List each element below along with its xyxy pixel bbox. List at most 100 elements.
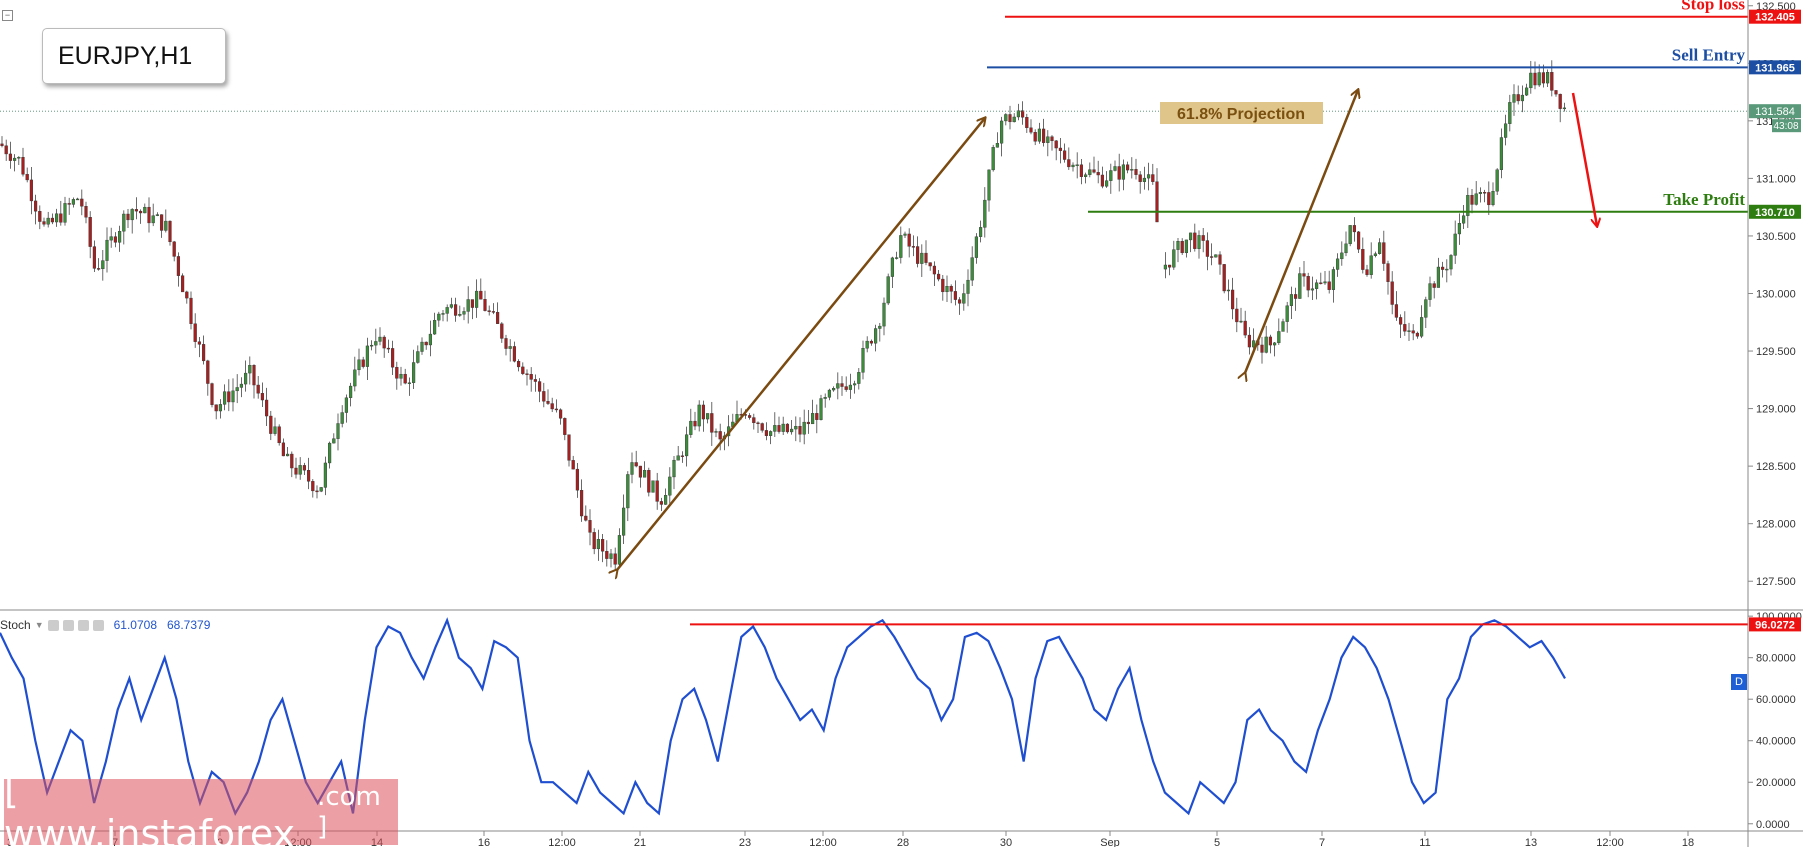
candle-body [571, 460, 575, 470]
candle-body [995, 143, 999, 148]
settings-icon[interactable] [47, 619, 59, 631]
candle-body [1289, 294, 1293, 306]
candle-body [756, 422, 760, 425]
candle-body [517, 361, 521, 368]
candle-body [882, 302, 886, 327]
candle-body [651, 480, 655, 493]
candle-body [1117, 166, 1121, 180]
candle-body [315, 490, 319, 493]
candle-body [34, 200, 38, 212]
candle-body [189, 297, 193, 324]
candle-body [395, 366, 399, 379]
candle-body [1302, 273, 1306, 277]
candle-body [1235, 308, 1239, 323]
time-tick-label: Sep [1100, 837, 1120, 847]
candle-body [134, 209, 138, 212]
price-tick-label: 129.000 [1756, 404, 1796, 416]
watermark-text: [ www.instaforex [4, 768, 296, 856]
candle-body [554, 408, 558, 411]
target-arrow [1571, 92, 1597, 226]
candle-body [1176, 241, 1180, 250]
candle-body [416, 351, 420, 363]
candle-body [59, 213, 63, 223]
candle-body [773, 425, 777, 432]
candle-body [1151, 174, 1155, 182]
candle-body [201, 344, 206, 362]
time-tick-label: 16 [478, 837, 490, 847]
candle-body [1424, 299, 1428, 318]
candle-body [1331, 269, 1335, 290]
candle-body [1272, 342, 1277, 346]
chevron-down-icon[interactable]: ▼ [34, 620, 44, 630]
candle-body [214, 404, 218, 412]
candle-body [1058, 147, 1062, 151]
candle-body [958, 299, 962, 304]
candle-body [899, 235, 903, 258]
candle-body [80, 198, 84, 207]
candle-body [1243, 320, 1247, 336]
candle-body [538, 381, 542, 392]
candle-body [794, 426, 798, 430]
candle-body [1260, 344, 1264, 353]
time-tick-label: 18 [1682, 837, 1694, 847]
collapse-icon[interactable]: − [2, 10, 13, 21]
candle-body [1453, 233, 1457, 256]
candle-body [50, 217, 54, 223]
candle-body [248, 365, 252, 374]
candle-body [437, 313, 441, 321]
candle-body [1138, 174, 1142, 182]
candle-body [1377, 242, 1382, 254]
candle-body [391, 348, 395, 368]
candle-body [798, 426, 802, 435]
candle-body [924, 252, 928, 263]
candle-body [302, 465, 306, 471]
candle-body [374, 341, 378, 346]
candle-body [424, 341, 428, 346]
candle-body [1104, 180, 1109, 187]
candle-body [1386, 263, 1390, 282]
candle-body [441, 313, 445, 315]
stoch-line [0, 617, 1566, 816]
candle-body [265, 399, 269, 417]
candle-body [1461, 215, 1466, 224]
level-badge [1749, 204, 1801, 219]
candle-body [1373, 253, 1377, 256]
candle-body [399, 373, 403, 379]
candle-body [601, 539, 605, 552]
add-icon[interactable] [77, 619, 89, 631]
candle-body [231, 390, 235, 403]
candle-body [1533, 72, 1537, 86]
candle-body [75, 198, 80, 201]
candle-body [617, 535, 621, 565]
candle-body [1344, 243, 1348, 254]
candle-body [1495, 169, 1499, 192]
candle-body [832, 388, 836, 391]
candle-body [1428, 283, 1432, 300]
source-icon[interactable] [62, 619, 74, 631]
dock-badge[interactable]: D [1731, 674, 1747, 690]
candle-body [1356, 231, 1361, 250]
candle-body [143, 206, 147, 214]
time-tick-label: 5 [1214, 837, 1220, 847]
candle-body [1000, 120, 1004, 144]
candle-body [344, 397, 348, 413]
candle-body [693, 420, 697, 427]
candle-body [819, 398, 823, 420]
candle-body [1558, 93, 1562, 109]
candle-body [428, 333, 432, 346]
candle-body [1067, 159, 1071, 168]
projection-label-bg [1160, 102, 1323, 124]
candle-body [256, 384, 260, 394]
candle-body [697, 404, 701, 427]
candle-body [1083, 174, 1088, 177]
candle-body [42, 221, 46, 225]
candle-body [1449, 255, 1453, 270]
candle-body [752, 417, 756, 424]
annotations-layer: Stop loss Sell Entry Take Profit 61.8% Proj… [0, 0, 1748, 570]
candle-body [1247, 334, 1251, 348]
candle-body [138, 210, 143, 214]
candle-body [1021, 110, 1025, 118]
close-icon[interactable] [92, 619, 104, 631]
